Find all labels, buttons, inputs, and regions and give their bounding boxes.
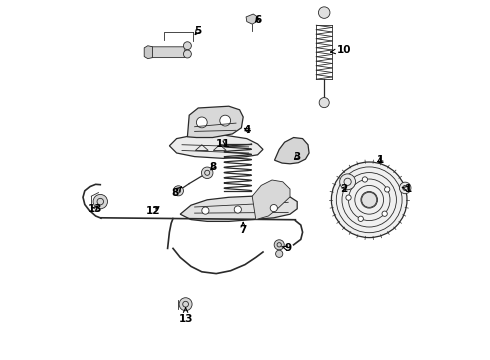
- Circle shape: [275, 250, 283, 257]
- Text: 9: 9: [282, 243, 292, 253]
- Text: 3: 3: [294, 152, 301, 162]
- Text: 5: 5: [195, 26, 202, 36]
- Circle shape: [318, 7, 330, 18]
- Circle shape: [201, 167, 213, 179]
- Circle shape: [183, 50, 192, 58]
- Text: 11: 11: [216, 139, 231, 149]
- Circle shape: [346, 195, 351, 200]
- Text: 13: 13: [178, 308, 193, 324]
- Text: 12: 12: [146, 206, 160, 216]
- Circle shape: [362, 192, 377, 207]
- Polygon shape: [274, 138, 309, 164]
- Circle shape: [173, 186, 183, 196]
- Polygon shape: [187, 106, 243, 138]
- Circle shape: [179, 298, 192, 311]
- Circle shape: [93, 194, 107, 209]
- Text: 4: 4: [243, 125, 250, 135]
- Text: 1: 1: [376, 155, 384, 165]
- Circle shape: [270, 204, 277, 212]
- Polygon shape: [246, 14, 258, 24]
- Text: 8: 8: [209, 162, 216, 172]
- Polygon shape: [252, 180, 290, 220]
- Circle shape: [358, 216, 364, 221]
- Text: 1: 1: [402, 184, 413, 194]
- Circle shape: [382, 211, 387, 216]
- Polygon shape: [180, 196, 297, 221]
- Circle shape: [196, 117, 207, 128]
- Circle shape: [183, 42, 192, 50]
- Circle shape: [202, 207, 209, 214]
- Polygon shape: [144, 46, 152, 59]
- FancyBboxPatch shape: [150, 47, 185, 58]
- Circle shape: [399, 182, 411, 194]
- Polygon shape: [170, 135, 263, 158]
- Text: 2: 2: [341, 184, 347, 194]
- Circle shape: [362, 177, 368, 182]
- Circle shape: [340, 174, 356, 190]
- Circle shape: [319, 98, 329, 108]
- Circle shape: [234, 206, 242, 213]
- Circle shape: [220, 115, 231, 126]
- Circle shape: [331, 162, 407, 238]
- Text: 10: 10: [331, 45, 351, 55]
- Circle shape: [385, 187, 390, 192]
- Text: 13: 13: [88, 204, 102, 214]
- Text: 8: 8: [171, 187, 181, 198]
- Text: 6: 6: [254, 15, 261, 25]
- Circle shape: [274, 240, 284, 250]
- Text: 7: 7: [240, 222, 247, 235]
